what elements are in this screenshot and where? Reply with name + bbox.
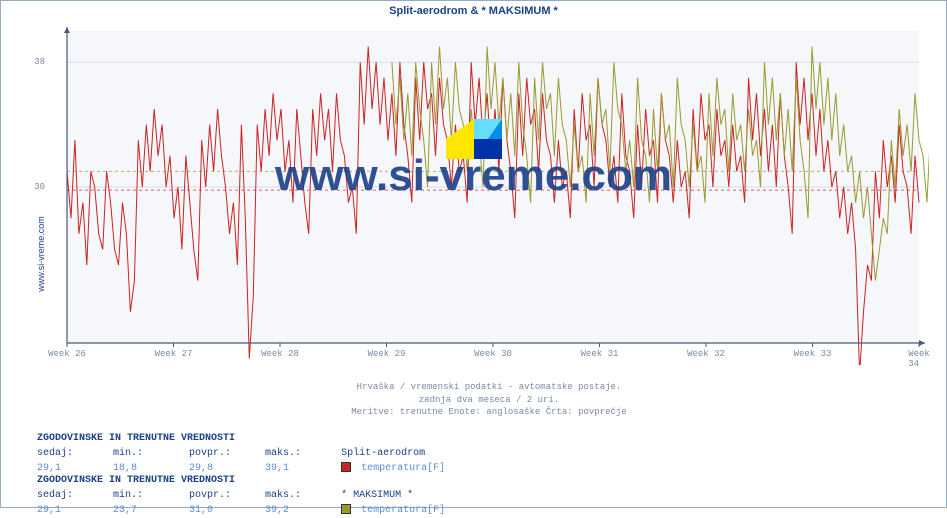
stats-header-2: ZGODOVINSKE IN TRENUTNE VREDNOSTI	[37, 475, 235, 486]
subtitle-line-2: zadnja dva meseca / 2 uri.	[49, 394, 929, 407]
chart-svg	[49, 25, 929, 365]
val-min-2: 23,7	[113, 503, 183, 518]
col-min: min.:	[113, 446, 183, 461]
col-now: sedaj:	[37, 446, 107, 461]
chart-title: Split-aerodrom & * MAKSIMUM *	[1, 1, 946, 17]
col-now-2: sedaj:	[37, 488, 107, 503]
col-max-2: maks.:	[265, 488, 335, 503]
chart-container: www.si-vreme.com Split-aerodrom & * MAKS…	[0, 0, 947, 508]
chart-subtitle: Hrvaška / vremenski podatki - avtomatske…	[49, 381, 929, 419]
stats-block-1: ZGODOVINSKE IN TRENUTNE VREDNOSTI sedaj:…	[37, 431, 445, 476]
legend-swatch-2	[341, 504, 351, 514]
y-axis-source-label: www.si-vreme.com	[36, 216, 46, 292]
val-max-2: 39,2	[265, 503, 335, 518]
stats-header: ZGODOVINSKE IN TRENUTNE VREDNOSTI	[37, 433, 235, 444]
col-min-2: min.:	[113, 488, 183, 503]
col-max: maks.:	[265, 446, 335, 461]
stats-block-2: ZGODOVINSKE IN TRENUTNE VREDNOSTI sedaj:…	[37, 473, 445, 518]
legend-swatch-1	[341, 462, 351, 472]
subtitle-line-3: Meritve: trenutne Enote: anglosaške Črta…	[49, 406, 929, 419]
val-avg-2: 31,0	[189, 503, 259, 518]
unit-label-2: temperatura[F]	[361, 505, 445, 516]
watermark-logo	[446, 119, 502, 159]
col-avg-2: povpr.:	[189, 488, 259, 503]
series-name-2: * MAKSIMUM *	[341, 490, 413, 501]
chart-plot-area: Week 26Week 27Week 28Week 29Week 30Week …	[49, 25, 929, 365]
series-name-1: Split-aerodrom	[341, 448, 425, 459]
subtitle-line-1: Hrvaška / vremenski podatki - avtomatske…	[49, 381, 929, 394]
val-now-2: 29,1	[37, 503, 107, 518]
col-avg: povpr.:	[189, 446, 259, 461]
